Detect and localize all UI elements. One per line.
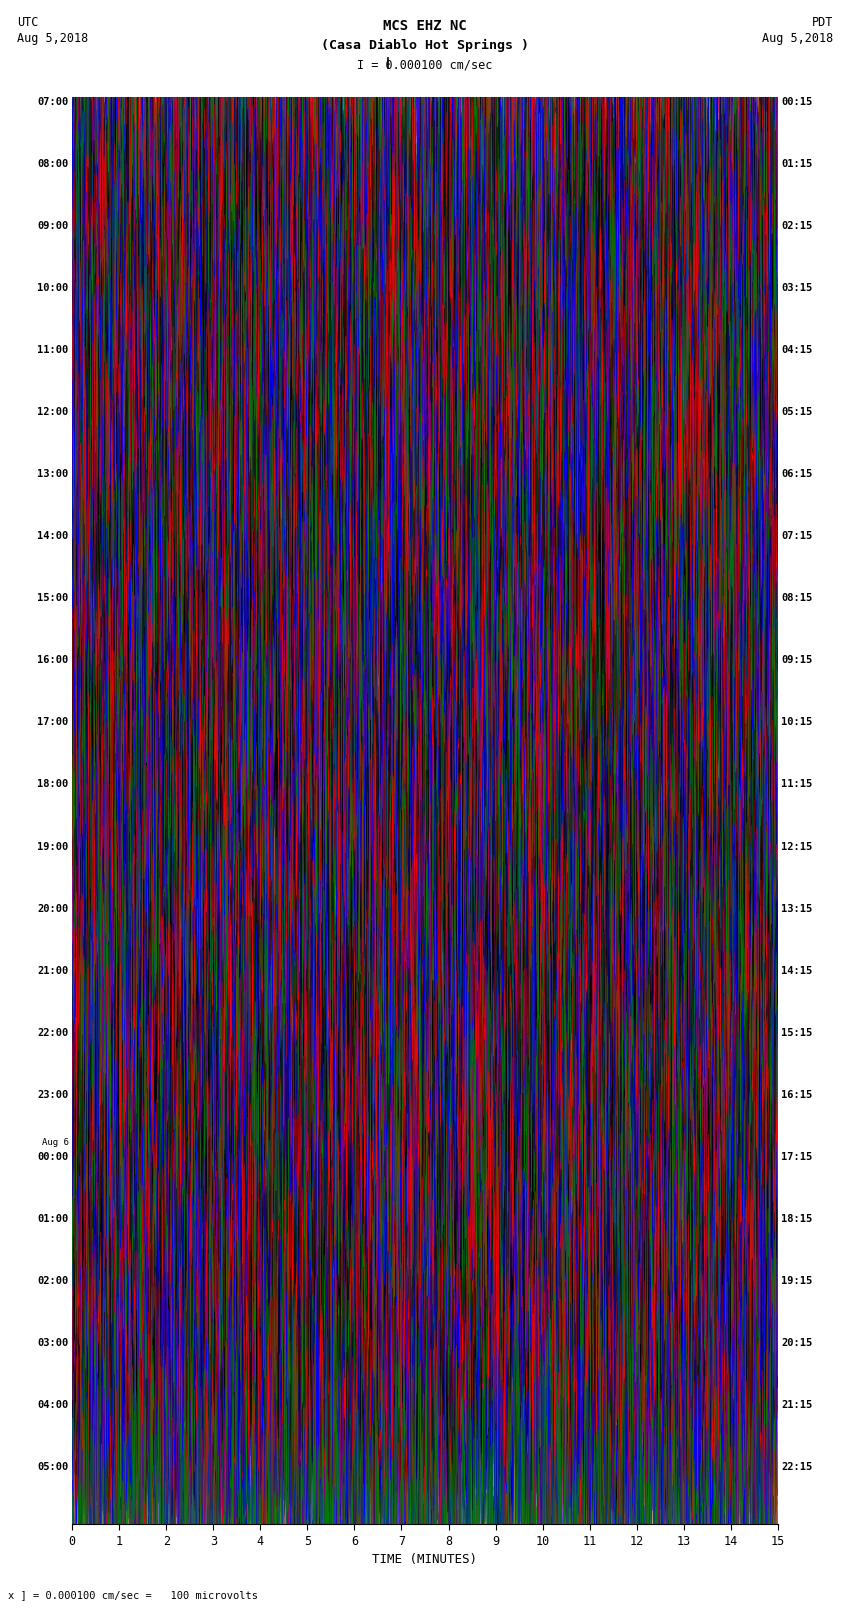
Text: 04:00: 04:00 [37, 1400, 69, 1410]
Text: 14:00: 14:00 [37, 531, 69, 542]
Text: 05:15: 05:15 [781, 406, 813, 418]
Text: 17:00: 17:00 [37, 718, 69, 727]
Text: 01:00: 01:00 [37, 1215, 69, 1224]
Text: 22:00: 22:00 [37, 1027, 69, 1037]
Text: 13:00: 13:00 [37, 469, 69, 479]
Text: 04:15: 04:15 [781, 345, 813, 355]
X-axis label: TIME (MINUTES): TIME (MINUTES) [372, 1553, 478, 1566]
Text: 20:00: 20:00 [37, 903, 69, 913]
Text: 16:15: 16:15 [781, 1090, 813, 1100]
Text: 17:15: 17:15 [781, 1152, 813, 1161]
Text: 23:00: 23:00 [37, 1090, 69, 1100]
Text: 20:15: 20:15 [781, 1339, 813, 1348]
Text: UTC: UTC [17, 16, 38, 29]
Text: (Casa Diablo Hot Springs ): (Casa Diablo Hot Springs ) [321, 39, 529, 52]
Text: 15:15: 15:15 [781, 1027, 813, 1037]
Text: 15:00: 15:00 [37, 594, 69, 603]
Text: Aug 6: Aug 6 [42, 1139, 69, 1147]
Text: MCS EHZ NC: MCS EHZ NC [383, 19, 467, 34]
Text: 09:15: 09:15 [781, 655, 813, 666]
Text: 01:15: 01:15 [781, 158, 813, 169]
Text: 09:00: 09:00 [37, 221, 69, 231]
Text: 00:15: 00:15 [781, 97, 813, 106]
Text: 21:00: 21:00 [37, 966, 69, 976]
Text: 18:00: 18:00 [37, 779, 69, 789]
Text: 10:15: 10:15 [781, 718, 813, 727]
Text: 11:15: 11:15 [781, 779, 813, 789]
Text: x ] = 0.000100 cm/sec =   100 microvolts: x ] = 0.000100 cm/sec = 100 microvolts [8, 1590, 258, 1600]
Text: 10:00: 10:00 [37, 282, 69, 294]
Text: 07:15: 07:15 [781, 531, 813, 542]
Text: 18:15: 18:15 [781, 1215, 813, 1224]
Text: 05:00: 05:00 [37, 1463, 69, 1473]
Text: 00:00: 00:00 [37, 1152, 69, 1161]
Text: 03:15: 03:15 [781, 282, 813, 294]
Text: 02:15: 02:15 [781, 221, 813, 231]
Text: 11:00: 11:00 [37, 345, 69, 355]
Text: 22:15: 22:15 [781, 1463, 813, 1473]
Text: 19:00: 19:00 [37, 842, 69, 852]
Text: I = 0.000100 cm/sec: I = 0.000100 cm/sec [357, 58, 493, 71]
Text: Aug 5,2018: Aug 5,2018 [762, 32, 833, 45]
Text: 12:15: 12:15 [781, 842, 813, 852]
Text: PDT: PDT [812, 16, 833, 29]
Text: Aug 5,2018: Aug 5,2018 [17, 32, 88, 45]
Text: 12:00: 12:00 [37, 406, 69, 418]
Text: 13:15: 13:15 [781, 903, 813, 913]
Text: 19:15: 19:15 [781, 1276, 813, 1286]
Text: 21:15: 21:15 [781, 1400, 813, 1410]
Text: 08:00: 08:00 [37, 158, 69, 169]
Text: 08:15: 08:15 [781, 594, 813, 603]
Text: 02:00: 02:00 [37, 1276, 69, 1286]
Text: 06:15: 06:15 [781, 469, 813, 479]
Text: 03:00: 03:00 [37, 1339, 69, 1348]
Text: 16:00: 16:00 [37, 655, 69, 666]
Text: 14:15: 14:15 [781, 966, 813, 976]
Text: 07:00: 07:00 [37, 97, 69, 106]
